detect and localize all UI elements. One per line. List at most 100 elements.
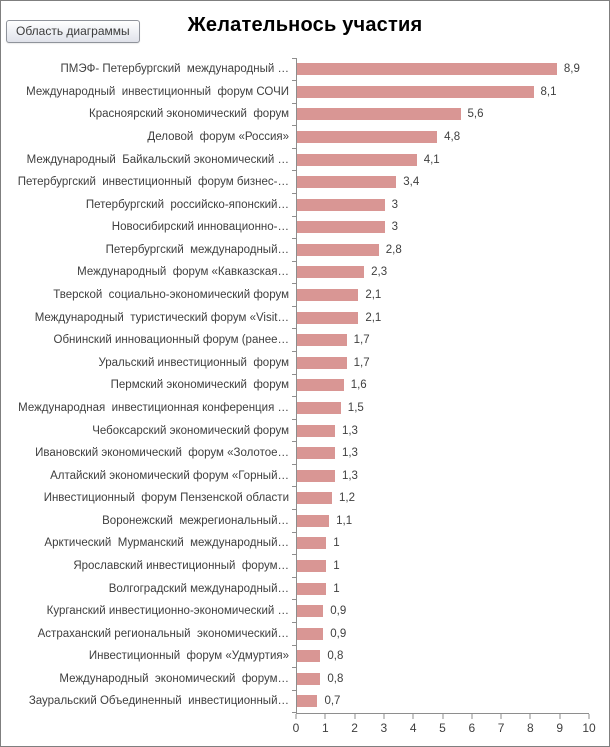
bar-track: 1 <box>296 554 589 578</box>
bar[interactable] <box>297 492 333 505</box>
bar[interactable] <box>297 695 318 708</box>
bar-row: Ивановский экономический форум «Золотое…… <box>1 441 589 465</box>
bar-row: Петербургский инвестиционный форум бизне… <box>1 170 589 194</box>
bar-row: Арктический Мурманский международный… 1 <box>1 532 589 555</box>
x-axis-tick-label: 1 <box>321 721 329 735</box>
bar-track: 1,6 <box>296 374 589 397</box>
bar[interactable] <box>297 514 330 527</box>
category-label: Волгоградский международный… <box>108 582 289 595</box>
bar-row: Воронежский межрегиональный… 1,1 <box>1 509 589 533</box>
category-label: Петербургский инвестиционный форум бизне… <box>17 176 289 189</box>
data-label: 1,6 <box>350 379 367 392</box>
bar[interactable] <box>297 582 327 595</box>
bar[interactable] <box>297 447 335 460</box>
chart-title: Желательнось участия <box>187 14 423 36</box>
bar-track: 8,9 <box>296 58 589 81</box>
bar[interactable] <box>297 672 321 685</box>
data-label: 1 <box>333 582 340 595</box>
bar-track: 5,6 <box>296 103 589 126</box>
bar[interactable] <box>297 469 335 482</box>
bar[interactable] <box>297 176 397 189</box>
category-label: Красноярский экономический форум <box>89 108 289 121</box>
bar-track: 1,2 <box>296 486 589 510</box>
data-label: 5,6 <box>467 108 484 121</box>
x-axis-tick-label: 8 <box>527 721 534 735</box>
data-label: 0,9 <box>330 605 347 618</box>
category-label: Международный экономический форум… <box>59 672 289 685</box>
category-label: Инвестиционный форум «Удмуртия» <box>88 650 289 663</box>
bar-track: 2,8 <box>296 238 589 262</box>
x-axis-tick <box>383 714 385 719</box>
bar-track: 4,8 <box>296 125 589 149</box>
bar[interactable] <box>297 243 379 256</box>
data-label: 1,5 <box>347 401 364 414</box>
data-label: 3 <box>391 198 398 211</box>
bar[interactable] <box>297 627 324 640</box>
bar[interactable] <box>297 401 341 414</box>
bar-track: 1,3 <box>296 441 589 465</box>
category-label: Ярославский инвестиционный форум… <box>73 560 289 572</box>
bar[interactable] <box>297 198 385 211</box>
bar-row: Ярославский инвестиционный форум… 1 <box>1 554 589 578</box>
bar[interactable] <box>297 289 359 302</box>
category-label: Деловой форум «Россия» <box>147 131 289 144</box>
bar[interactable] <box>297 221 385 234</box>
bar[interactable] <box>297 131 438 144</box>
data-label: 1,7 <box>353 334 370 347</box>
bar[interactable] <box>297 153 417 166</box>
bar-row: Зауральский Объединенный инвестиционный…… <box>1 690 589 713</box>
bar-track: 1,3 <box>296 419 589 442</box>
bar[interactable] <box>297 605 324 618</box>
x-axis-tick <box>559 714 561 719</box>
x-axis: 0 1 2 3 4 5 6 7 8 9 10 <box>293 713 596 738</box>
bar[interactable] <box>297 311 359 324</box>
x-axis-tick <box>500 714 502 719</box>
category-label: Чебоксарский экономический форум <box>92 424 289 437</box>
bar-row: Международная инвестиционная конференция… <box>1 396 589 420</box>
category-label: Обнинский инновационный форум (ранее… <box>53 334 289 347</box>
data-label: 1 <box>333 537 340 550</box>
category-label: Уральский инвестиционный форум <box>98 356 289 369</box>
bar-row: Международный инвестиционный форум СОЧИ 8… <box>1 80 589 104</box>
category-label: Курганский инвестиционно-экономический … <box>46 605 289 618</box>
bar-track: 0,7 <box>296 690 589 713</box>
category-label: Алтайский экономический форум «Горный… <box>50 469 289 482</box>
bar[interactable] <box>297 85 534 98</box>
x-axis-tick <box>324 714 326 719</box>
bar[interactable] <box>297 356 347 369</box>
category-label: Петербургский международный… <box>105 243 289 256</box>
bar-track: 2,1 <box>296 283 589 307</box>
category-label: Арктический Мурманский международный… <box>44 537 289 550</box>
data-label: 1,7 <box>353 356 370 369</box>
bar[interactable] <box>297 560 327 572</box>
data-label: 4,1 <box>423 153 440 166</box>
bar[interactable] <box>297 334 347 347</box>
bar-row: Международный экономический форум… 0,8 <box>1 667 589 691</box>
data-label: 2,8 <box>385 243 402 256</box>
bar-row: Инвестиционный форум «Удмуртия» 0,8 <box>1 645 589 668</box>
x-axis-tick <box>354 714 356 719</box>
bar-row: Чебоксарский экономический форум 1,3 <box>1 419 589 442</box>
bar[interactable] <box>297 379 344 392</box>
data-label: 8,9 <box>563 63 580 76</box>
bar-row: Курганский инвестиционно-экономический …… <box>1 599 589 623</box>
bar[interactable] <box>297 650 321 663</box>
category-label: ПМЭФ- Петербургский международный … <box>60 63 289 76</box>
bar-track: 0,8 <box>296 645 589 668</box>
category-label: Воронежский межрегиональный… <box>102 514 289 527</box>
data-label: 4,8 <box>444 131 461 144</box>
bar-track: 1,3 <box>296 464 589 487</box>
bar[interactable] <box>297 108 461 121</box>
bar[interactable] <box>297 63 557 76</box>
x-axis-tick-label: 9 <box>556 721 564 735</box>
bar[interactable] <box>297 424 335 437</box>
category-label: Астраханский региональный экономический… <box>37 627 289 640</box>
bar-row: Красноярский экономический форум 5,6 <box>1 103 589 126</box>
bar-track: 1,7 <box>296 328 589 352</box>
bar-track: 1,7 <box>296 351 589 375</box>
bar[interactable] <box>297 537 327 550</box>
x-axis-tick-label: 6 <box>468 721 476 735</box>
x-axis-tick-label: 3 <box>380 721 388 735</box>
bar[interactable] <box>297 266 365 279</box>
